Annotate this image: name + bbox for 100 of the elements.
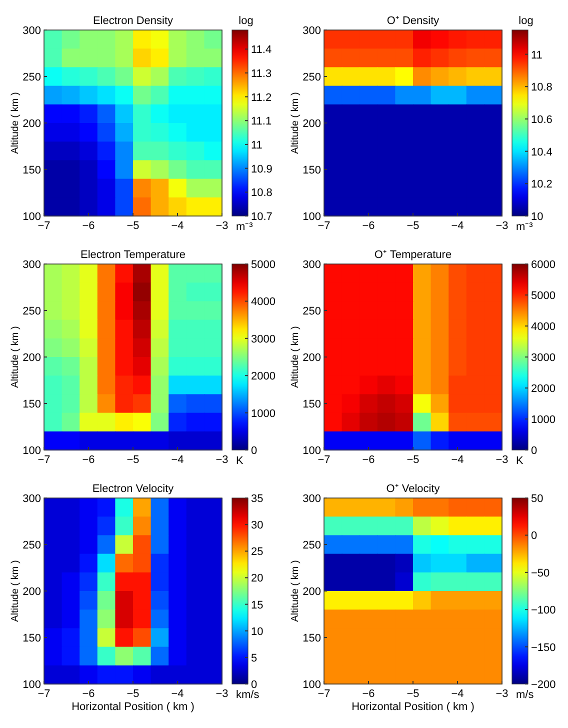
- x-tick-label: −3: [496, 454, 508, 466]
- y-tick-label: 300: [22, 493, 41, 505]
- y-tick-label: 250: [302, 72, 321, 84]
- y-tick-label: 150: [22, 164, 41, 176]
- y-axis-title: Altitude ( km ): [10, 560, 21, 622]
- color-bar-label: 10: [531, 211, 544, 223]
- chart-title: Electron Density: [92, 15, 174, 27]
- x-tick-label: −7: [318, 220, 330, 232]
- color-bar-label: 10.7: [251, 211, 272, 223]
- y-tick-label: 200: [302, 352, 321, 364]
- chart-title: O⁺ Density: [386, 15, 440, 27]
- color-bar-label: 10.2: [531, 178, 552, 191]
- y-tick-label: 250: [302, 306, 321, 318]
- color-bar-label: 3000: [531, 352, 556, 364]
- x-tick-label: −7: [38, 454, 50, 466]
- x-tick-label: −3: [216, 688, 228, 700]
- chart-title: Electron Temperature: [80, 249, 186, 261]
- x-axis-title: Horizontal Position ( km ): [352, 701, 474, 713]
- color-bar-title: K: [236, 455, 244, 467]
- color-bar-label: 5: [251, 652, 258, 664]
- color-bar-label: −200: [531, 679, 556, 691]
- x-tick-label: −7: [38, 220, 50, 232]
- color-bar-label: 0: [531, 530, 538, 542]
- y-tick-label: 150: [22, 398, 41, 410]
- y-tick-label: 100: [302, 211, 321, 223]
- y-tick-label: 300: [22, 25, 41, 37]
- color-bar-label: 35: [251, 493, 264, 505]
- y-axis-title: Altitude ( km ): [10, 92, 21, 154]
- color-bar-label: 0: [531, 445, 538, 457]
- color-bar-label: 4000: [531, 321, 556, 333]
- color-bar-label: 25: [251, 546, 264, 558]
- color-bar-label: 50: [531, 493, 544, 505]
- x-tick-label: −3: [216, 454, 228, 466]
- color-bar-label: 15: [251, 599, 264, 612]
- color-bar-label: 11: [251, 139, 262, 152]
- x-tick-label: −4: [171, 688, 184, 700]
- text: log: [238, 15, 254, 27]
- x-tick-label: −5: [126, 454, 140, 466]
- x-tick-label: −6: [362, 220, 375, 232]
- y-axis-title: Altitude ( km ): [10, 326, 21, 388]
- y-tick-label: 150: [302, 164, 321, 176]
- y-tick-label: 250: [22, 540, 41, 552]
- y-tick-label: 200: [22, 352, 41, 364]
- y-tick-label: 100: [302, 679, 321, 691]
- y-tick-label: 100: [22, 211, 41, 223]
- x-tick-label: −7: [38, 688, 50, 700]
- y-tick-label: 200: [302, 118, 321, 130]
- color-bar-label: 1000: [531, 414, 556, 426]
- color-bar-label: 10.9: [251, 163, 272, 176]
- x-tick-label: −6: [362, 454, 375, 466]
- y-axis-title: Altitude ( km ): [290, 560, 301, 622]
- y-tick-label: 150: [22, 632, 41, 644]
- color-bar-label: −150: [531, 642, 556, 654]
- y-tick-label: 250: [302, 540, 321, 552]
- color-bar-title: m/s: [516, 689, 534, 701]
- y-tick-label: 250: [22, 72, 41, 84]
- color-bar-label: 0: [251, 445, 258, 457]
- x-tick-label: −5: [406, 454, 420, 466]
- y-tick-label: 300: [22, 259, 41, 271]
- color-bar-label: 3000: [251, 333, 276, 346]
- y-tick-label: 300: [302, 25, 321, 37]
- x-tick-label: −6: [82, 454, 95, 466]
- x-tick-label: −7: [318, 454, 330, 466]
- color-bar-label: 10: [251, 626, 264, 638]
- x-tick-label: −5: [406, 688, 420, 700]
- y-tick-label: 150: [302, 398, 321, 410]
- y-axis-title: Altitude ( km ): [290, 326, 301, 388]
- color-bar-label: 0: [251, 679, 258, 691]
- y-tick-label: 100: [22, 445, 41, 457]
- x-tick-label: −3: [496, 688, 508, 700]
- color-bar-label: 5000: [251, 259, 276, 271]
- x-axis-title: Horizontal Position ( km ): [72, 701, 194, 713]
- text: log: [518, 15, 534, 27]
- color-bar-title: m⁻³: [236, 221, 254, 233]
- x-tick-label: −6: [82, 220, 95, 232]
- x-tick-label: −5: [406, 220, 420, 232]
- color-bar-label: 11.2: [251, 92, 272, 104]
- color-bar-label: 10.8: [251, 187, 272, 200]
- chart-title: O⁺ Velocity: [386, 483, 440, 495]
- x-tick-label: −4: [451, 454, 464, 466]
- color-bar-label: 11.3: [251, 68, 272, 80]
- x-tick-label: −5: [126, 220, 140, 232]
- color-bar-label: −100: [531, 604, 556, 617]
- y-tick-label: 100: [302, 445, 321, 457]
- y-tick-label: 250: [22, 306, 41, 318]
- chart-title: Electron Velocity: [92, 483, 174, 495]
- color-bar-label: 2000: [251, 370, 276, 383]
- x-tick-label: −4: [451, 220, 464, 232]
- y-axis-title: Altitude ( km ): [290, 92, 301, 154]
- color-bar-label: 10.4: [531, 146, 552, 158]
- color-bar-title: m⁻³: [516, 221, 534, 233]
- color-bar-label: 10.8: [531, 82, 552, 94]
- color-bar-label: 5000: [531, 290, 556, 302]
- color-bar-label: 30: [251, 520, 264, 532]
- color-bar-label: 20: [251, 572, 264, 585]
- x-tick-label: −3: [496, 220, 508, 232]
- color-bar-label: −50: [531, 567, 550, 580]
- x-tick-label: −5: [126, 688, 140, 700]
- x-tick-label: −6: [82, 688, 95, 700]
- y-tick-label: 150: [302, 632, 321, 644]
